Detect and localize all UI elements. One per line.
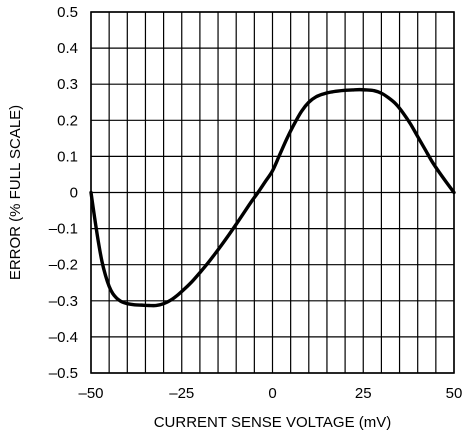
y-tick-label: 0.3 xyxy=(57,76,78,93)
y-tick-label: 0.4 xyxy=(57,40,78,57)
y-tick-label: –0.2 xyxy=(49,257,78,274)
x-tick-labels: –50 –25 0 25 50 xyxy=(78,385,462,402)
x-tick-label: 50 xyxy=(446,385,463,402)
x-tick-label: 25 xyxy=(355,385,372,402)
x-tick-label: –25 xyxy=(169,385,194,402)
plot-frame xyxy=(90,11,455,374)
y-tick-label: 0.5 xyxy=(57,4,78,21)
x-tick-label: 0 xyxy=(268,385,276,402)
y-tick-labels: 0.5 0.4 0.3 0.2 0.1 0 –0.1 –0.2 –0.3 –0.4 –0.5 xyxy=(49,4,78,382)
y-tick-label: 0 xyxy=(70,185,78,202)
y-tick-label: –0.3 xyxy=(49,293,78,310)
y-tick-label: –0.5 xyxy=(49,365,78,382)
x-tick-label: –50 xyxy=(78,385,103,402)
grid xyxy=(90,11,455,374)
x-axis-title: CURRENT SENSE VOLTAGE (mV) xyxy=(154,414,392,431)
y-tick-label: 0.2 xyxy=(57,112,78,129)
y-tick-label: 0.1 xyxy=(57,148,78,165)
error-curve xyxy=(89,87,456,308)
y-tick-label: –0.1 xyxy=(49,221,78,238)
y-tick-label: –0.4 xyxy=(49,329,78,346)
y-axis-title: ERROR (% FULL SCALE) xyxy=(7,105,24,280)
